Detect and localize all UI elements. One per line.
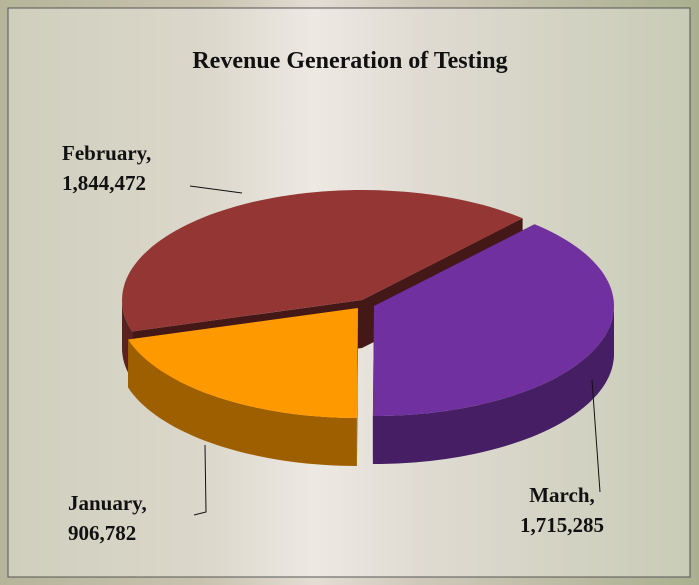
leader-line — [591, 379, 601, 493]
data-label: January, — [68, 491, 147, 515]
data-label: 1,715,285 — [520, 513, 604, 537]
slice — [128, 308, 358, 418]
slice-side — [128, 339, 357, 466]
slice — [372, 224, 614, 416]
data-label: February, — [62, 141, 151, 165]
data-label: 1,844,472 — [62, 171, 146, 195]
slice — [122, 190, 523, 332]
leader-line — [193, 444, 207, 516]
chart-title: Revenue Generation of Testing — [192, 48, 507, 74]
data-label: March, — [529, 483, 595, 507]
data-label: 906,782 — [68, 521, 136, 545]
leader-line — [189, 185, 243, 194]
slice-side — [372, 306, 614, 464]
